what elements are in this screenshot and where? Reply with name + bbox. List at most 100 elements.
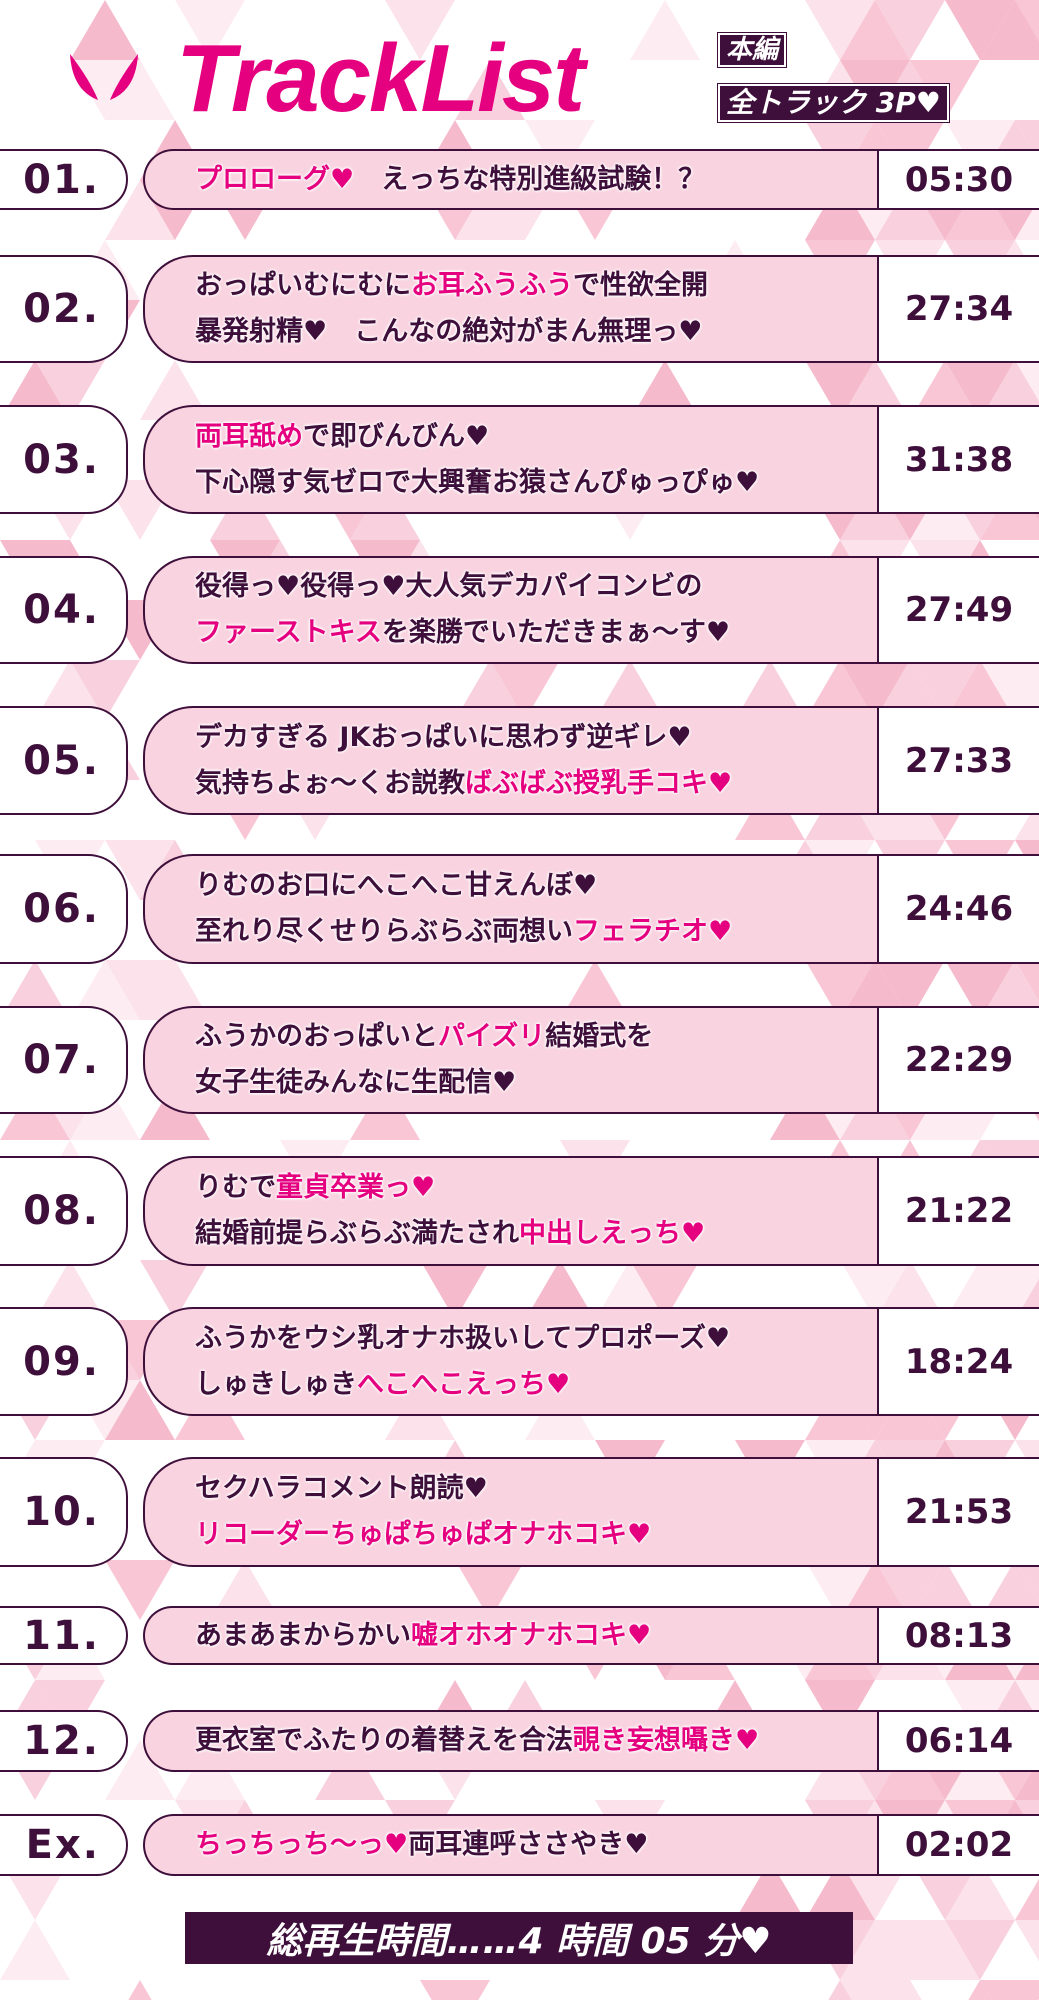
track-duration: 24:46 [877, 854, 1039, 964]
highlighted-text: 覗き妄想囁き♥ [573, 1725, 760, 1756]
track-title-line: 両耳舐めで即びんびん♥ [195, 414, 877, 460]
track-duration: 22:29 [877, 1006, 1039, 1114]
title-text: 至れり尽くせりらぶらぶ両想い [195, 916, 573, 947]
track-duration: 06:14 [877, 1710, 1039, 1772]
title-text: ふうかをウシ乳オナホ扱いしてプロポーズ♥ [195, 1322, 731, 1354]
bg-triangle [945, 180, 1015, 240]
bg-triangle [630, 0, 700, 60]
track-title-line: おっぱいむにむにお耳ふうふうで性欲全開 [195, 263, 877, 309]
bg-triangle [35, 660, 105, 720]
track-title: 両耳舐めで即びんびん♥ 下心隠す気ゼロで大興奮お猿さんぴゅっぴゅ♥ [143, 405, 877, 514]
track-title: あまあまからかい嘘オホオナホコキ♥ [143, 1606, 877, 1665]
bg-triangle [945, 960, 1015, 1020]
track-duration: 21:53 [877, 1457, 1039, 1567]
main-story-badge: 本編 [716, 32, 788, 68]
title-text: しゅきしゅき [195, 1368, 357, 1400]
bg-triangle [1015, 1878, 1039, 1920]
bg-triangle [735, 660, 805, 720]
bg-triangle [560, 960, 630, 1020]
bg-triangle [105, 1380, 175, 1440]
track-row[interactable]: 01. プロローグ♥ えっちな特別進級試験！？ 05:30 [0, 149, 1039, 210]
track-row[interactable]: 09. ふうかをウシ乳オナホ扱いしてプロポーズ♥ しゅきしゅきへこへこえっち♥ 1… [0, 1307, 1039, 1416]
track-row[interactable]: Ex. ちっちっち～っ♥両耳連呼ささやき♥ 02:02 [0, 1814, 1039, 1876]
title-text: 結婚前提らぶらぶ満たされ [195, 1218, 519, 1249]
bg-triangle [805, 180, 875, 240]
bg-triangle [805, 0, 875, 60]
track-number: 06. [0, 854, 128, 964]
bg-triangle [1015, 1758, 1039, 1800]
bg-triangle [875, 0, 945, 60]
bg-triangle [875, 1260, 945, 1320]
track-row[interactable]: 11. あまあまからかい嘘オホオナホコキ♥ 08:13 [0, 1606, 1039, 1665]
track-duration: 27:34 [877, 255, 1039, 363]
bg-triangle [980, 660, 1039, 720]
bg-triangle [525, 1260, 595, 1320]
track-row[interactable]: 08. りむで童貞卒業っ♥ 結婚前提らぶらぶ満たされ中出しえっち♥ 21:22 [0, 1156, 1039, 1266]
track-title-line: デカすぎる JKおっぱいに思わず逆ギレ♥ [195, 715, 877, 761]
title-text: 両耳連呼ささやき♥ [408, 1829, 649, 1860]
bg-triangle [105, 840, 175, 900]
highlighted-text: 童貞卒業っ♥ [276, 1172, 436, 1203]
highlighted-text: へこへこえっち♥ [357, 1368, 571, 1400]
bg-triangle [105, 1740, 175, 1800]
bg-triangle [595, 1260, 665, 1320]
bg-triangle [805, 1860, 875, 1920]
bg-triangle [735, 1860, 805, 1920]
bg-triangle [875, 1560, 945, 1620]
bg-triangle [898, 1980, 922, 2000]
bg-triangle [840, 1980, 910, 2000]
bg-triangle [840, 1920, 910, 1980]
bg-triangle [980, 0, 1039, 60]
track-row[interactable]: 05. デカすぎる JKおっぱいに思わず逆ギレ♥ 気持ちよぉ～くお説教ばぶばぶ授乳… [0, 706, 1039, 815]
bg-triangle [1015, 1680, 1039, 1722]
total-play-time: 総再生時間……4 時間 05 分♥ [185, 1912, 853, 1964]
track-row[interactable]: 06. りむのお口にへこへこ甘えんぼ♥ 至れり尽くせりらぶらぶ両想いフェラチオ♥ … [0, 854, 1039, 964]
title-text: セクハラコメント朗読♥ [195, 1473, 488, 1504]
bg-triangle [140, 960, 210, 1020]
bg-triangle [0, 1920, 70, 1980]
bg-triangle [105, 960, 175, 1020]
track-duration: 27:49 [877, 556, 1039, 664]
track-title-line: 女子生徒みんなに生配信♥ [195, 1060, 877, 1106]
page-title: TrackList [176, 25, 585, 132]
bg-triangle [875, 660, 945, 720]
track-title: 更衣室でふたりの着替えを合法覗き妄想囁き♥ [143, 1710, 877, 1772]
bg-triangle [140, 1260, 210, 1320]
track-title-line: プロローグ♥ えっちな特別進級試験！？ [195, 157, 877, 203]
title-text: で性欲全開 [573, 270, 708, 301]
track-title: おっぱいむにむにお耳ふうふうで性欲全開 暴発射精♥ こんなの絶対がまん無理っ♥ [143, 255, 877, 363]
track-title-line: セクハラコメント朗読♥ [195, 1466, 877, 1512]
bg-triangle [945, 0, 1015, 60]
track-row[interactable]: 04. 役得っ♥役得っ♥大人気デカパイコンビの ファーストキスを楽勝でいただきまぁ… [0, 556, 1039, 664]
track-row[interactable]: 07. ふうかのおっぱいとパイズリ結婚式を 女子生徒みんなに生配信♥ 22:29 [0, 1006, 1039, 1114]
bg-triangle [980, 1260, 1039, 1320]
bg-triangle [945, 1260, 1015, 1320]
bg-triangle [1015, 960, 1039, 1002]
track-title-line: あまあまからかい嘘オホオナホコキ♥ [195, 1613, 877, 1659]
track-row[interactable]: 10. セクハラコメント朗読♥ リコーダーちゅぱちゅぱオナホコキ♥ 21:53 [0, 1457, 1039, 1567]
track-row[interactable]: 12. 更衣室でふたりの着替えを合法覗き妄想囁き♥ 06:14 [0, 1710, 1039, 1772]
all-tracks-3p-badge: 全トラック 3P♥ [717, 83, 950, 123]
bg-triangle [210, 1560, 280, 1620]
bg-triangle [105, 180, 175, 240]
track-title: デカすぎる JKおっぱいに思わず逆ギレ♥ 気持ちよぉ～くお説教ばぶばぶ授乳手コキ♥ [143, 706, 877, 815]
bg-triangle [595, 660, 665, 720]
track-title: プロローグ♥ えっちな特別進級試験！？ [143, 149, 877, 210]
bg-triangle [70, 660, 140, 720]
track-duration: 27:33 [877, 706, 1039, 815]
track-title: りむのお口にへこへこ甘えんぼ♥ 至れり尽くせりらぶらぶ両想いフェラチオ♥ [143, 854, 877, 964]
bg-triangle [805, 960, 875, 1020]
bg-triangle [128, 1980, 152, 2000]
bg-triangle [1015, 360, 1039, 402]
track-row[interactable]: 03. 両耳舐めで即びんびん♥ 下心隠す気ゼロで大興奮お猿さんぴゅっぴゅ♥ 31:… [0, 405, 1039, 514]
bg-triangle [1015, 198, 1039, 240]
tulip-logo-icon [70, 54, 138, 100]
track-row[interactable]: 02. おっぱいむにむにお耳ふうふうで性欲全開 暴発射精♥ こんなの絶対がまん無理… [0, 255, 1039, 363]
title-text: で即びんびん♥ [303, 420, 490, 452]
bg-triangle [420, 1980, 490, 2000]
title-text: りむのお口にへこへこ甘えんぼ♥ [195, 870, 598, 901]
bg-triangle [945, 1920, 1015, 1980]
bg-triangle [455, 60, 525, 120]
bg-triangle [105, 60, 175, 120]
track-number: 11. [0, 1606, 128, 1665]
